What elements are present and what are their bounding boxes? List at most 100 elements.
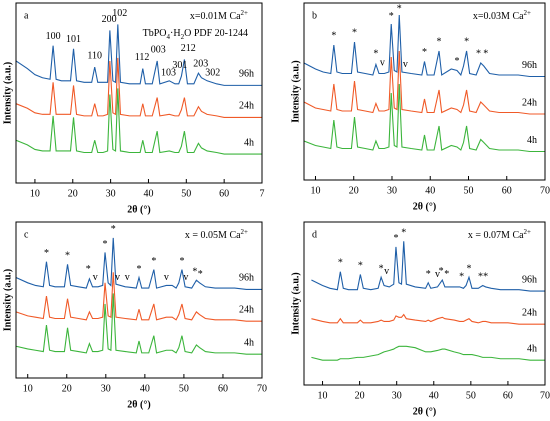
phase-text: O PDF 20-1244 (184, 28, 248, 39)
peak-annotation: 101 (66, 34, 81, 45)
series-label: 24h (522, 97, 537, 108)
condition-label: x = 0.07M Ca2+ (468, 228, 531, 242)
panel-label: c (24, 229, 29, 240)
peak-annotation: 212 (181, 43, 196, 54)
x-tick-label: 30 (106, 188, 116, 199)
panel: 10 20 30 40 50 60 70 2θ (°) Intensity (a.u.) d x =… (290, 221, 550, 417)
series-label: 4h (244, 338, 254, 349)
peak-annotation: * (426, 269, 431, 280)
condition-main: x = 0.05M Ca (185, 230, 241, 241)
trace (311, 241, 545, 292)
trace (15, 237, 262, 290)
condition-label: x=0.03M Ca2+ (473, 9, 531, 23)
x-tick-label: 20 (355, 390, 365, 401)
peak-annotation: v (93, 272, 98, 283)
condition-sup: 2+ (241, 228, 249, 236)
x-tick-label: 20 (68, 188, 78, 199)
x-tick-label: 50 (179, 383, 189, 394)
series-label: 24h (522, 308, 537, 319)
trace (15, 293, 262, 355)
x-tick-label: 40 (140, 383, 150, 394)
trace (303, 14, 545, 78)
x-tick-label: 40 (143, 188, 153, 199)
peak-annotation: * (331, 30, 336, 41)
peak-annotation: * (137, 264, 142, 275)
peak-annotation: * (476, 48, 481, 59)
peak-annotation: * (86, 264, 91, 275)
plot-frame (15, 2, 263, 184)
series-label: 96h (239, 69, 254, 80)
peak-annotation: * (379, 263, 384, 274)
peak-annotation: * (338, 258, 343, 269)
x-tick-label: 30 (387, 185, 397, 196)
plot-frame (15, 221, 263, 379)
peak-annotation: * (389, 11, 394, 22)
x-tick-label: 50 (466, 390, 476, 401)
phase-text: TbPO (143, 28, 167, 39)
x-tick-label: 10 (23, 383, 33, 394)
peak-annotation: * (422, 47, 427, 58)
peak-annotation: * (151, 256, 156, 267)
series-label: 96h (239, 273, 254, 284)
x-axis-label: 2θ (°) (413, 406, 436, 417)
peak-annotation: 301 (172, 60, 187, 71)
condition-sup: 2+ (241, 9, 249, 17)
series-label: 24h (239, 101, 254, 112)
condition-label: x = 0.05M Ca2+ (185, 228, 248, 242)
peak-annotation: * (459, 272, 464, 283)
peak-annotation: * (103, 239, 108, 250)
peak-annotation: * (437, 36, 442, 47)
series-label: 24h (239, 304, 254, 315)
peak-annotation: * (464, 36, 469, 47)
peak-annotation: 102 (112, 8, 127, 19)
peak-annotation: 100 (46, 31, 61, 42)
x-axis-label: 2θ (°) (413, 201, 436, 212)
condition-sup: 2+ (524, 9, 532, 17)
peak-annotation: * (439, 266, 444, 277)
peak-annotation: * (65, 251, 70, 262)
peak-annotation: v (435, 269, 440, 280)
peak-annotation: v (164, 272, 169, 283)
x-axis-label: 2θ (°) (127, 399, 150, 410)
peak-annotation: * (483, 272, 488, 283)
series-label: 4h (244, 137, 254, 148)
panel: 10 20 30 40 50 60 7 2θ (°) Intensity (a.u.) a x=0.… (2, 2, 265, 215)
phase-label: TbPO4·H2O PDF 20-1244 (143, 28, 248, 40)
peak-annotation: v (183, 272, 188, 283)
condition-main: x=0.01M Ca (190, 11, 241, 22)
x-tick-label: 20 (62, 383, 72, 394)
peak-annotation: 302 (205, 67, 220, 78)
panel-label: a (24, 10, 29, 21)
x-tick-label: 7 (260, 188, 265, 199)
x-tick-label: 30 (392, 390, 402, 401)
peak-annotation: * (478, 272, 483, 283)
peak-annotation: * (401, 227, 406, 238)
condition-main: x=0.03M Ca (473, 11, 524, 22)
peak-annotation: 103 (161, 67, 176, 78)
x-tick-label: 70 (257, 383, 267, 394)
peak-annotation: * (444, 269, 449, 280)
peak-annotation: * (397, 3, 402, 14)
x-tick-label: 40 (425, 185, 435, 196)
peak-annotation: * (455, 56, 460, 67)
x-tick-label: 10 (30, 188, 40, 199)
peak-annotation: * (483, 48, 488, 59)
phase-subscript: 2 (181, 33, 185, 41)
series-label: 4h (527, 135, 537, 146)
peak-annotation: 203 (193, 58, 208, 69)
y-axis-label: Intensity (a.u.) (2, 269, 13, 332)
trace (311, 345, 545, 361)
peak-annotation: 110 (87, 51, 102, 62)
condition-label: x=0.01M Ca2+ (190, 9, 248, 23)
x-tick-label: 10 (318, 390, 328, 401)
trace (311, 313, 545, 325)
phase-text: ·H (170, 28, 181, 39)
plot-frame (303, 221, 546, 386)
peak-annotation: * (466, 263, 471, 274)
peak-annotation: 003 (151, 45, 166, 56)
x-tick-label: 60 (502, 185, 512, 196)
trace (303, 50, 545, 115)
series-label: 4h (527, 343, 537, 354)
condition-sup: 2+ (524, 228, 532, 236)
peak-annotation: * (393, 233, 398, 244)
